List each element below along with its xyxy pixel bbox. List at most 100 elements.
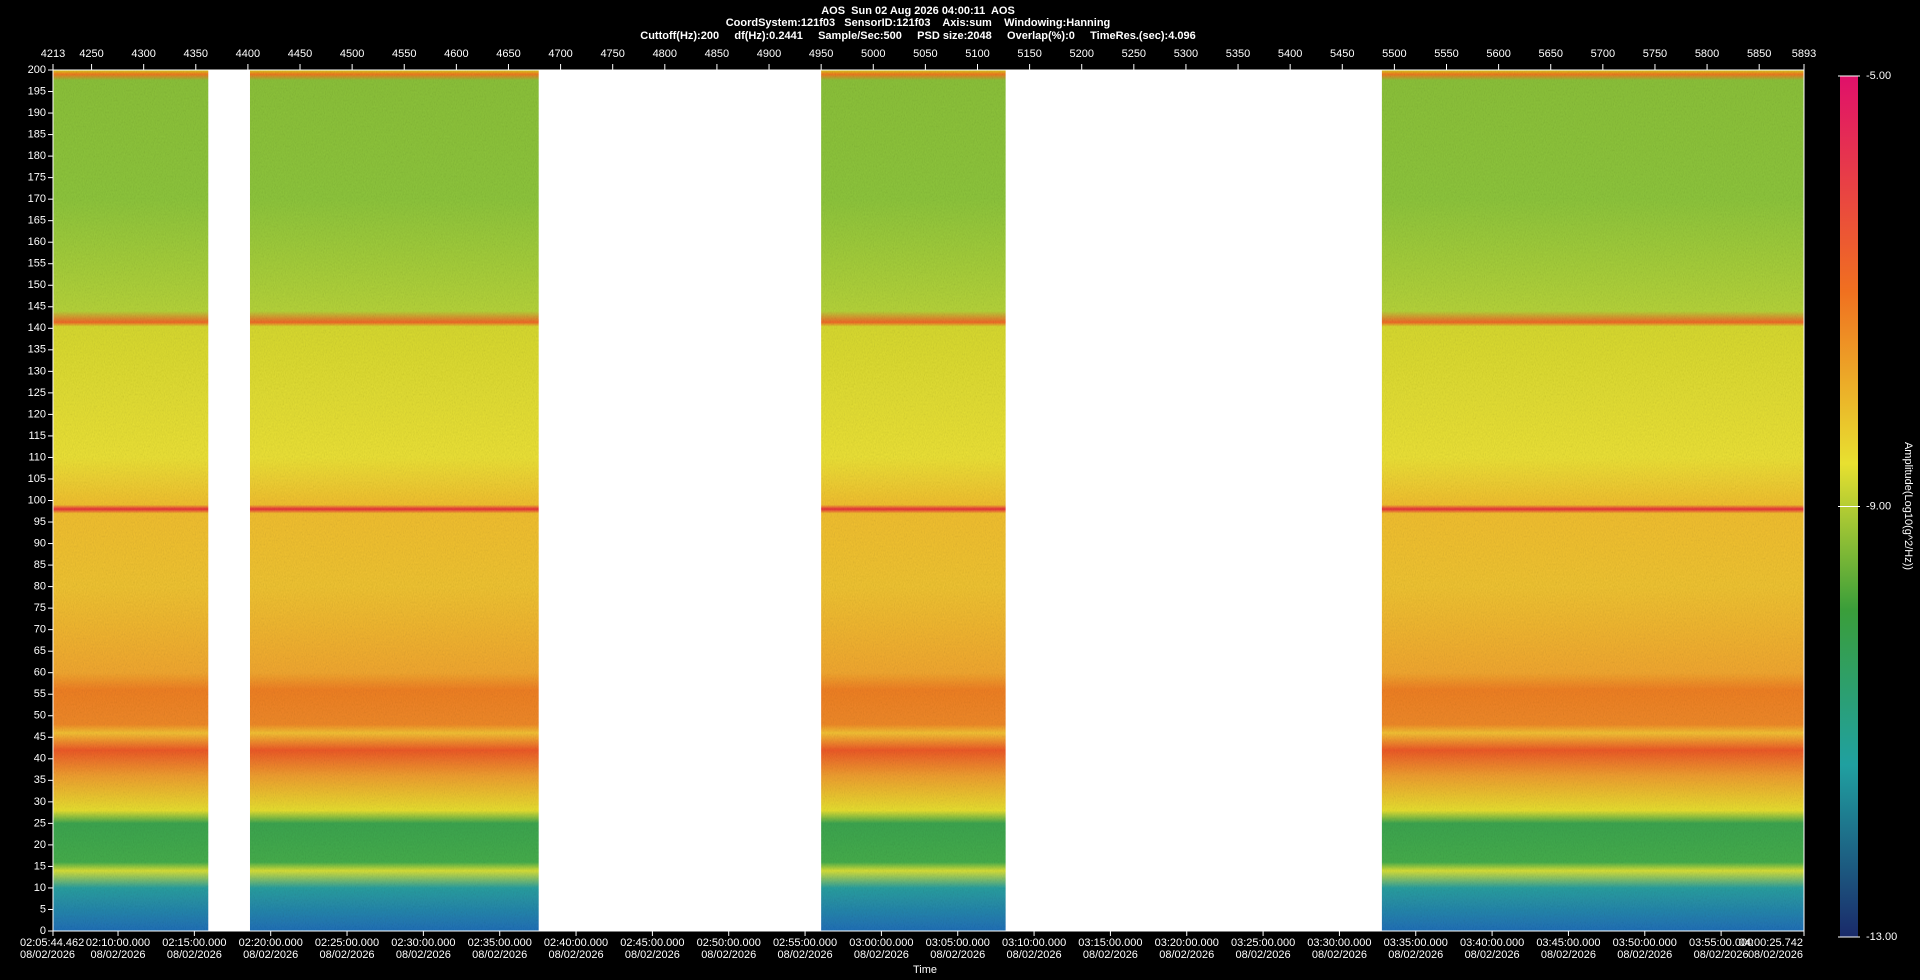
x2-tick-date: 08/02/2026: [1465, 949, 1520, 961]
x2-tick-date: 08/02/2026: [167, 949, 222, 961]
x-tick-label: 4450: [288, 48, 312, 60]
x2-tick-label: 03:45:00.000: [1536, 937, 1600, 949]
x2-tick-date: 08/02/2026: [1236, 949, 1291, 961]
y-tick-label: 100: [28, 494, 46, 506]
x-tick-label: 4950: [809, 48, 833, 60]
x-tick-label: 5300: [1174, 48, 1198, 60]
y-tick-label: 65: [34, 645, 46, 657]
x-tick-label: 5350: [1226, 48, 1250, 60]
x2-tick-date: 08/02/2026: [1083, 949, 1138, 961]
x-tick-label: 5400: [1278, 48, 1302, 60]
y-tick-label: 175: [28, 172, 46, 184]
x-tick-label: 4850: [705, 48, 729, 60]
y-tick-label: 140: [28, 322, 46, 334]
y-tick-label: 70: [34, 624, 46, 636]
x2-tick-date: 08/02/2026: [1617, 949, 1672, 961]
spectrogram-segment: [53, 70, 209, 931]
colorbar-tick-label: -9.00: [1866, 500, 1891, 512]
x-tick-label: 5550: [1434, 48, 1458, 60]
x2-tick-date: 08/02/2026: [701, 949, 756, 961]
x2-tick-label: 02:30:00.000: [391, 937, 455, 949]
x2-tick-label: 02:50:00.000: [697, 937, 761, 949]
x2-tick-date: 08/02/2026: [1007, 949, 1062, 961]
x2-tick-date: 08/02/2026: [1312, 949, 1367, 961]
x2-tick-label: 03:10:00.000: [1002, 937, 1066, 949]
y-tick-label: 20: [34, 839, 46, 851]
y-tick-label: 155: [28, 258, 46, 270]
x2-tick-date: 08/02/2026: [320, 949, 375, 961]
x2-tick-date: 08/02/2026: [472, 949, 527, 961]
settings-line: Cuttoff(Hz):200 df(Hz):0.2441 Sample/Sec…: [640, 30, 1196, 42]
x-tick-label: 5500: [1382, 48, 1406, 60]
x2-tick-date: 08/02/2026: [778, 949, 833, 961]
spectrogram-segment: [821, 70, 1006, 931]
spectrogram-segment: [1381, 70, 1804, 931]
x-tick-label: 5050: [913, 48, 937, 60]
x-tick-label: 4213: [41, 48, 65, 60]
y-tick-label: 50: [34, 710, 46, 722]
y-tick-label: 95: [34, 516, 46, 528]
x2-tick-label: 04:00:25.742: [1739, 937, 1803, 949]
y-tick-label: 135: [28, 344, 46, 356]
x-tick-label: 4800: [653, 48, 677, 60]
x-tick-label: 5100: [965, 48, 989, 60]
x2-tick-date: 08/02/2026: [90, 949, 145, 961]
y-tick-label: 40: [34, 753, 46, 765]
x2-tick-label: 03:40:00.000: [1460, 937, 1524, 949]
spectrogram-segment: [249, 70, 539, 931]
x-tick-label: 4650: [496, 48, 520, 60]
y-tick-label: 145: [28, 301, 46, 313]
y-tick-label: 170: [28, 193, 46, 205]
y-tick-label: 45: [34, 731, 46, 743]
x-tick-label: 5250: [1122, 48, 1146, 60]
x-axis-label: Time: [913, 964, 937, 976]
x2-tick-date: 08/02/2026: [549, 949, 604, 961]
x-tick-label: 5450: [1330, 48, 1354, 60]
subtitle: CoordSystem:121f03 SensorID:121f03 Axis:…: [726, 17, 1111, 29]
x-tick-label: 5750: [1643, 48, 1667, 60]
y-tick-label: 55: [34, 688, 46, 700]
x-tick-label: 4300: [131, 48, 155, 60]
x2-tick-label: 03:50:00.000: [1613, 937, 1677, 949]
x2-tick-date: 08/02/2026: [243, 949, 298, 961]
x2-tick-date: 08/02/2026: [625, 949, 680, 961]
y-tick-label: 200: [28, 64, 46, 76]
colorbar-label: Amplitude(Log10(g^2/Hz)): [1902, 442, 1914, 570]
x2-tick-date: 08/02/2026: [1159, 949, 1214, 961]
y-tick-label: 30: [34, 796, 46, 808]
y-tick-label: 120: [28, 408, 46, 420]
x2-tick-date: 08/02/2026: [20, 949, 75, 961]
x-tick-label: 4350: [184, 48, 208, 60]
x2-tick-date: 08/02/2026: [854, 949, 909, 961]
y-tick-label: 190: [28, 107, 46, 119]
x2-tick-label: 02:20:00.000: [239, 937, 303, 949]
y-tick-label: 150: [28, 279, 46, 291]
title: AOS Sun 02 Aug 2026 04:00:11 AOS: [821, 5, 1015, 17]
y-tick-label: 105: [28, 473, 46, 485]
x2-tick-label: 03:35:00.000: [1384, 937, 1448, 949]
x-tick-label: 4250: [79, 48, 103, 60]
x-tick-label: 4900: [757, 48, 781, 60]
x2-tick-label: 02:55:00.000: [773, 937, 837, 949]
x-tick-label: 4750: [600, 48, 624, 60]
x2-tick-label: 03:25:00.000: [1231, 937, 1295, 949]
x-tick-label: 5000: [861, 48, 885, 60]
x-tick-label: 5800: [1695, 48, 1719, 60]
x2-tick-label: 02:25:00.000: [315, 937, 379, 949]
x-tick-label: 4400: [236, 48, 260, 60]
y-tick-label: 160: [28, 236, 46, 248]
x-tick-label: 4600: [444, 48, 468, 60]
x2-tick-label: 03:30:00.000: [1307, 937, 1371, 949]
x2-tick-date: 08/02/2026: [1388, 949, 1443, 961]
y-tick-label: 165: [28, 215, 46, 227]
x2-tick-label: 03:20:00.000: [1155, 937, 1219, 949]
x2-tick-date: 08/02/2026: [1694, 949, 1749, 961]
x-tick-label: 5700: [1591, 48, 1615, 60]
y-tick-label: 125: [28, 387, 46, 399]
y-tick-label: 5: [40, 903, 46, 915]
x-tick-label: 5893: [1792, 48, 1816, 60]
y-tick-label: 35: [34, 774, 46, 786]
x-tick-label: 4550: [392, 48, 416, 60]
x2-tick-label: 02:40:00.000: [544, 937, 608, 949]
